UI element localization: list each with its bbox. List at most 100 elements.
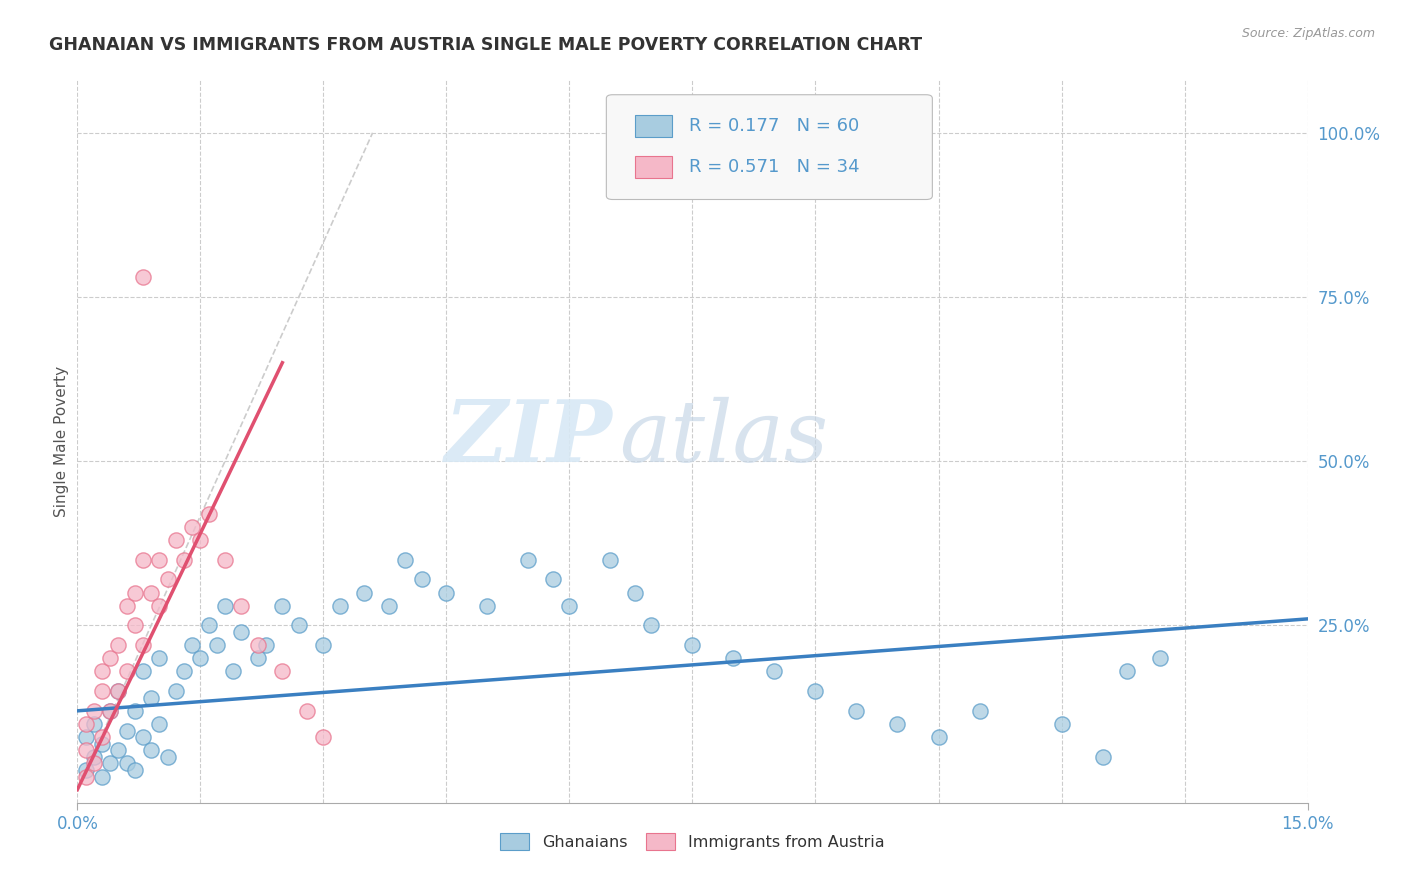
Point [107,743,129,757]
Point [83,756,105,771]
Point [132,270,155,285]
Point [124,585,146,599]
Point [329,599,352,613]
Point [75,717,97,731]
FancyBboxPatch shape [634,115,672,136]
Point [165,533,187,547]
Point [378,599,401,613]
Point [107,638,129,652]
Point [173,553,195,567]
Point [148,717,170,731]
Point [188,533,212,547]
Point [188,651,212,665]
Point [132,553,155,567]
Point [1149,651,1171,665]
Point [517,553,540,567]
Point [205,638,228,652]
Point [75,743,97,757]
Point [246,638,269,652]
Point [83,717,105,731]
Point [83,704,105,718]
Text: R = 0.571   N = 34: R = 0.571 N = 34 [689,158,859,176]
Point [197,507,219,521]
Text: Source: ZipAtlas.com: Source: ZipAtlas.com [1241,27,1375,40]
Point [541,573,564,587]
Point [75,730,97,744]
Point [90,770,114,784]
Point [148,599,170,613]
Point [181,520,204,534]
Text: ZIP: ZIP [444,396,613,480]
Point [1116,665,1139,679]
Point [156,573,179,587]
Point [394,553,416,567]
Point [411,573,433,587]
Point [90,737,114,751]
Point [132,730,155,744]
Point [1091,749,1114,764]
Point [90,730,114,744]
Point [124,618,146,632]
Point [231,599,253,613]
Point [246,651,269,665]
Point [271,599,294,613]
Point [181,638,204,652]
Point [723,651,745,665]
Point [312,730,335,744]
Y-axis label: Single Male Poverty: Single Male Poverty [53,366,69,517]
Point [599,553,621,567]
Point [115,599,138,613]
Point [148,553,170,567]
Point [254,638,277,652]
Point [214,553,236,567]
Point [98,651,121,665]
Point [107,684,129,698]
Point [83,749,105,764]
FancyBboxPatch shape [606,95,932,200]
Text: atlas: atlas [619,397,828,479]
Point [165,684,187,698]
Point [75,763,97,777]
Point [90,684,114,698]
Point [156,749,179,764]
Point [90,665,114,679]
Point [107,684,129,698]
Point [222,665,245,679]
Point [115,665,138,679]
Text: GHANAIAN VS IMMIGRANTS FROM AUSTRIA SINGLE MALE POVERTY CORRELATION CHART: GHANAIAN VS IMMIGRANTS FROM AUSTRIA SING… [49,36,922,54]
Point [295,704,318,718]
Point [558,599,581,613]
Point [124,704,146,718]
Text: R = 0.177   N = 60: R = 0.177 N = 60 [689,117,859,135]
FancyBboxPatch shape [634,156,672,178]
Point [115,756,138,771]
Point [353,585,375,599]
Point [845,704,868,718]
Point [624,585,647,599]
Point [141,690,163,705]
Point [132,638,155,652]
Point [98,704,121,718]
Point [886,717,908,731]
Point [928,730,950,744]
Point [124,763,146,777]
Point [288,618,311,632]
Point [214,599,236,613]
Point [312,638,335,652]
Point [98,704,121,718]
Point [141,743,163,757]
Point [969,704,991,718]
Point [682,638,704,652]
Point [271,665,294,679]
Point [148,651,170,665]
Point [98,756,121,771]
Point [197,618,219,632]
Point [436,585,458,599]
Point [75,770,97,784]
Point [477,599,499,613]
Point [1050,717,1073,731]
Point [132,665,155,679]
Point [115,723,138,738]
Legend: Ghanaians, Immigrants from Austria: Ghanaians, Immigrants from Austria [494,827,891,856]
Point [231,625,253,640]
